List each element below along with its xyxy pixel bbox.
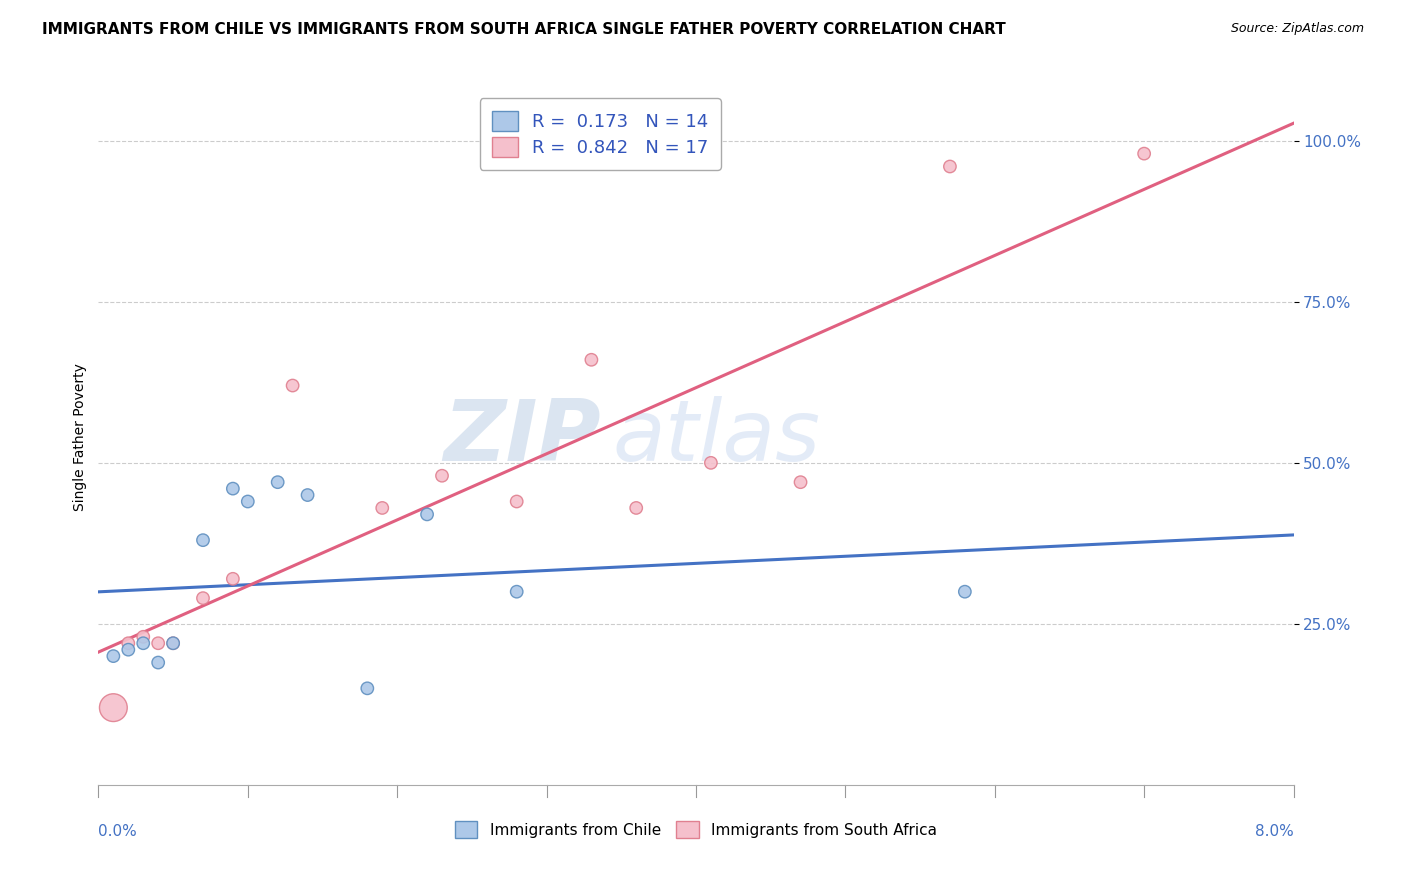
Point [162, 636, 184, 650]
Point [148, 636, 170, 650]
Point [281, 378, 304, 392]
Point [267, 475, 290, 490]
Text: ZIP: ZIP [443, 395, 600, 479]
Point [132, 630, 155, 644]
Text: 0.0%: 0.0% [98, 824, 138, 838]
Point [700, 456, 723, 470]
Point [117, 642, 139, 657]
Point [789, 475, 811, 490]
Point [191, 533, 214, 548]
Point [297, 488, 319, 502]
Point [222, 572, 245, 586]
Point [191, 591, 214, 606]
Point [236, 494, 259, 508]
Point [626, 500, 648, 515]
Point [162, 636, 184, 650]
Point [416, 508, 439, 522]
Point [103, 700, 125, 714]
Text: 8.0%: 8.0% [1254, 824, 1294, 838]
Point [148, 656, 170, 670]
Point [356, 681, 378, 696]
Legend: Immigrants from Chile, Immigrants from South Africa: Immigrants from Chile, Immigrants from S… [446, 812, 946, 847]
Point [222, 482, 245, 496]
Point [581, 352, 603, 367]
Point [371, 500, 394, 515]
Point [939, 160, 962, 174]
Point [1133, 146, 1156, 161]
Point [117, 636, 139, 650]
Point [506, 494, 529, 508]
Point [506, 584, 529, 599]
Text: atlas: atlas [613, 395, 820, 479]
Point [132, 636, 155, 650]
Point [103, 649, 125, 664]
Y-axis label: Single Father Poverty: Single Father Poverty [73, 363, 87, 511]
Point [953, 584, 976, 599]
Text: IMMIGRANTS FROM CHILE VS IMMIGRANTS FROM SOUTH AFRICA SINGLE FATHER POVERTY CORR: IMMIGRANTS FROM CHILE VS IMMIGRANTS FROM… [42, 22, 1005, 37]
Text: Source: ZipAtlas.com: Source: ZipAtlas.com [1230, 22, 1364, 36]
Point [430, 468, 453, 483]
